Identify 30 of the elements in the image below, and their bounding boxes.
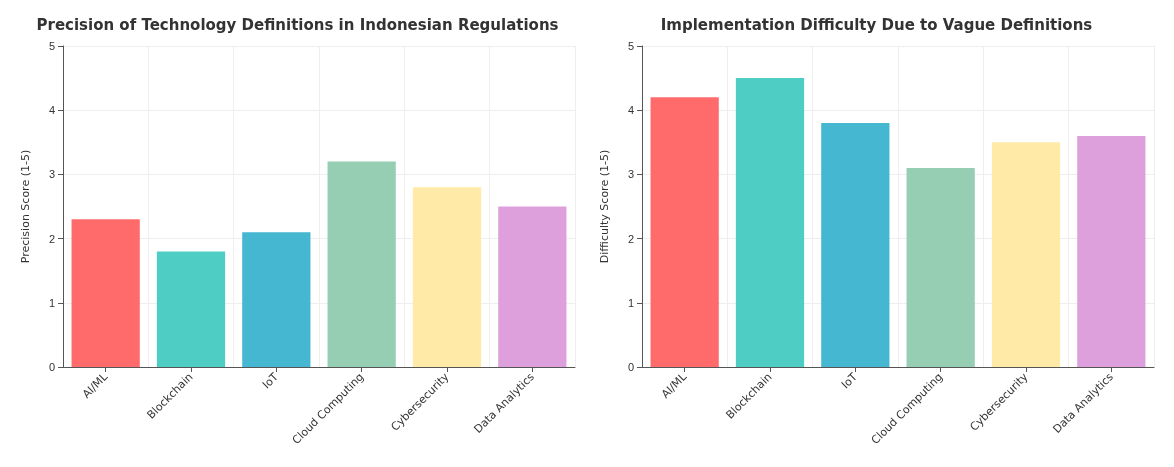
bar: [156, 251, 226, 367]
y-tick-label: 0: [48, 361, 55, 373]
y-tick-label: 4: [48, 104, 55, 117]
bar: [906, 167, 975, 367]
bar: [498, 206, 567, 367]
y-tick-label: 1: [627, 296, 634, 309]
y-tick-label: 2: [48, 232, 55, 245]
y-axis-title: Precision Score (1-5): [19, 149, 32, 264]
y-tick-label: 2: [627, 232, 634, 245]
chart-title: Implementation Difficulty Due to Vague Definitions: [660, 15, 1093, 34]
y-tick-label: 1: [48, 296, 55, 309]
y-tick-label: 3: [627, 168, 634, 181]
bar: [242, 232, 311, 367]
bar: [821, 123, 890, 367]
bar: [1077, 135, 1146, 367]
bar: [991, 142, 1061, 367]
x-tick-label: IoT: [259, 370, 282, 392]
bar: [735, 78, 805, 367]
y-tick-label: 4: [627, 104, 634, 117]
bar: [650, 97, 719, 367]
x-tick-label: IoT: [838, 370, 861, 392]
y-axis-title: Difficulty Score (1-5): [598, 149, 611, 264]
y-tick-label: 5: [627, 40, 634, 52]
chart-title: Precision of Technology Definitions in Indonesian Regulations: [36, 15, 559, 34]
bar: [412, 187, 482, 367]
bar: [327, 161, 396, 367]
y-tick-label: 0: [627, 361, 634, 373]
y-tick-label: 5: [48, 40, 55, 52]
y-tick-label: 3: [48, 168, 55, 181]
bar: [71, 219, 140, 367]
